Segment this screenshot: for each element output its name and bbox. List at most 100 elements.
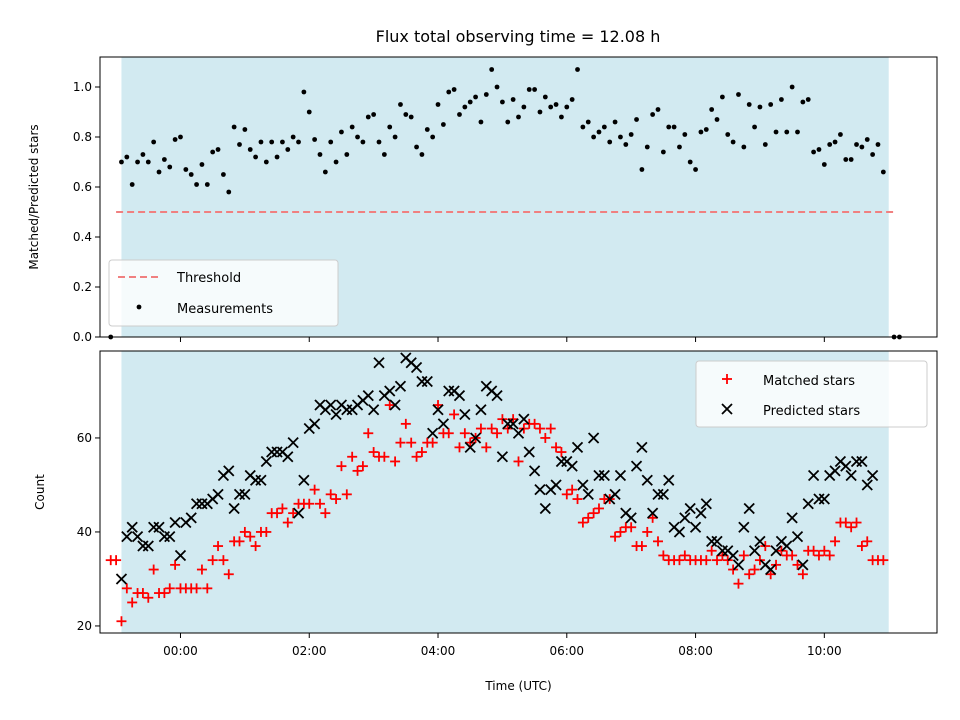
measurement-point-107 <box>687 159 693 165</box>
predicted-point-11 <box>174 549 187 562</box>
ratio-ytick-label-4: 0.8 <box>73 130 92 144</box>
matched-point-70 <box>481 442 492 453</box>
matched-point-25 <box>239 526 250 537</box>
measurement-point-101 <box>655 107 661 112</box>
predicted-point-135 <box>840 460 852 472</box>
measurement-point-54 <box>403 112 409 117</box>
xtick-label-0: 00:00 <box>163 644 198 658</box>
matched-point-73 <box>497 414 508 425</box>
measurement-point-72 <box>500 99 505 105</box>
measurement-point-35 <box>301 89 307 95</box>
measurement-point-94 <box>618 134 623 140</box>
measurement-point-92 <box>607 139 613 145</box>
measurement-point-60 <box>435 102 441 107</box>
measurement-point-76 <box>521 104 527 110</box>
matched-point-102 <box>653 536 663 547</box>
matched-point-27 <box>250 541 261 552</box>
predicted-point-15 <box>196 498 208 510</box>
measurement-point-110 <box>703 127 709 132</box>
measurement-point-143 <box>880 169 886 175</box>
predicted-point-127 <box>797 559 809 571</box>
xtick-label-4: 08:00 <box>678 644 713 658</box>
matched-point-138 <box>846 522 857 533</box>
measurement-point-136 <box>843 157 849 162</box>
ratio-y-ticks: 0.0 0.2 0.4 0.6 0.8 1.0 <box>73 80 100 344</box>
predicted-point-86 <box>577 479 589 491</box>
matched-point-20 <box>213 541 224 552</box>
matched-point-100 <box>642 526 653 537</box>
measurement-point-81 <box>548 104 554 110</box>
measurement-point-102 <box>660 149 666 155</box>
matched-point-43 <box>336 461 347 472</box>
measurement-point-51 <box>387 124 393 130</box>
measurement-point-78 <box>532 87 537 92</box>
matched-point-2 <box>116 616 127 627</box>
measurement-point-79 <box>537 109 543 115</box>
matched-point-85 <box>561 489 572 500</box>
predicted-point-108 <box>695 507 707 519</box>
counts-legend: Matched stars Predicted stars <box>695 360 928 428</box>
matched-point-33 <box>282 517 293 528</box>
predicted-point-57 <box>421 375 433 388</box>
predicted-point-104 <box>673 526 686 538</box>
predicted-point-13 <box>185 512 197 524</box>
measurement-point-41 <box>333 159 339 165</box>
matched-point-46 <box>352 465 363 476</box>
predicted-point-74 <box>512 427 525 439</box>
measurement-point-126 <box>789 84 795 90</box>
measurement-point-34 <box>296 139 301 145</box>
matched-point-63 <box>443 428 454 439</box>
measurement-point-82 <box>553 102 559 107</box>
measurement-point-27 <box>258 139 264 145</box>
matched-point-71 <box>486 423 497 434</box>
predicted-point-85 <box>571 441 584 453</box>
predicted-point-34 <box>298 474 310 486</box>
measurement-point-12 <box>178 134 183 140</box>
measurement-point-47 <box>365 114 371 120</box>
measurement-point-88 <box>585 119 591 125</box>
predicted-point-32 <box>287 437 299 449</box>
matched-point-137 <box>840 517 851 528</box>
measurement-point-112 <box>714 117 720 122</box>
measurement-point-140 <box>864 137 870 142</box>
matched-point-64 <box>449 409 460 420</box>
predicted-point-36 <box>308 418 321 430</box>
predicted-point-115 <box>732 559 745 571</box>
measurement-point-108 <box>693 167 698 172</box>
measurement-point-132 <box>821 162 827 167</box>
predicted-point-107 <box>689 521 702 533</box>
matched-point-16 <box>191 583 202 594</box>
ratio-ytick-label-5: 1.0 <box>73 80 92 94</box>
matched-point-66 <box>459 428 470 439</box>
matched-point-122 <box>760 541 771 552</box>
legend-measurements-label: Measurements <box>177 302 273 317</box>
count-points <box>105 352 889 627</box>
matched-point-134 <box>824 550 835 561</box>
predicted-point-81 <box>550 479 562 491</box>
measurement-point-66 <box>467 99 473 105</box>
matched-point-118 <box>738 550 749 561</box>
predicted-point-26 <box>255 474 267 486</box>
matched-point-94 <box>610 531 621 542</box>
measurement-point-74 <box>510 97 516 102</box>
measurement-point-104 <box>671 124 677 130</box>
matched-point-79 <box>529 418 540 429</box>
matched-point-123 <box>765 569 776 580</box>
matched-point-6 <box>137 588 148 599</box>
legend-predicted-marker <box>721 403 733 415</box>
predicted-point-65 <box>464 441 476 453</box>
measurement-point-10 <box>167 164 173 170</box>
predicted-point-72 <box>502 418 514 430</box>
matched-point-139 <box>851 517 862 528</box>
measurement-point-39 <box>322 169 328 175</box>
predicted-point-124 <box>781 540 793 552</box>
matched-point-1 <box>111 555 122 566</box>
matched-point-4 <box>127 597 138 608</box>
matched-point-65 <box>454 442 465 453</box>
measurement-point-99 <box>644 144 650 150</box>
matched-point-49 <box>368 447 379 458</box>
measurement-point-70 <box>489 67 495 72</box>
measurement-point-116 <box>736 92 741 97</box>
measurement-point-3 <box>129 182 135 187</box>
